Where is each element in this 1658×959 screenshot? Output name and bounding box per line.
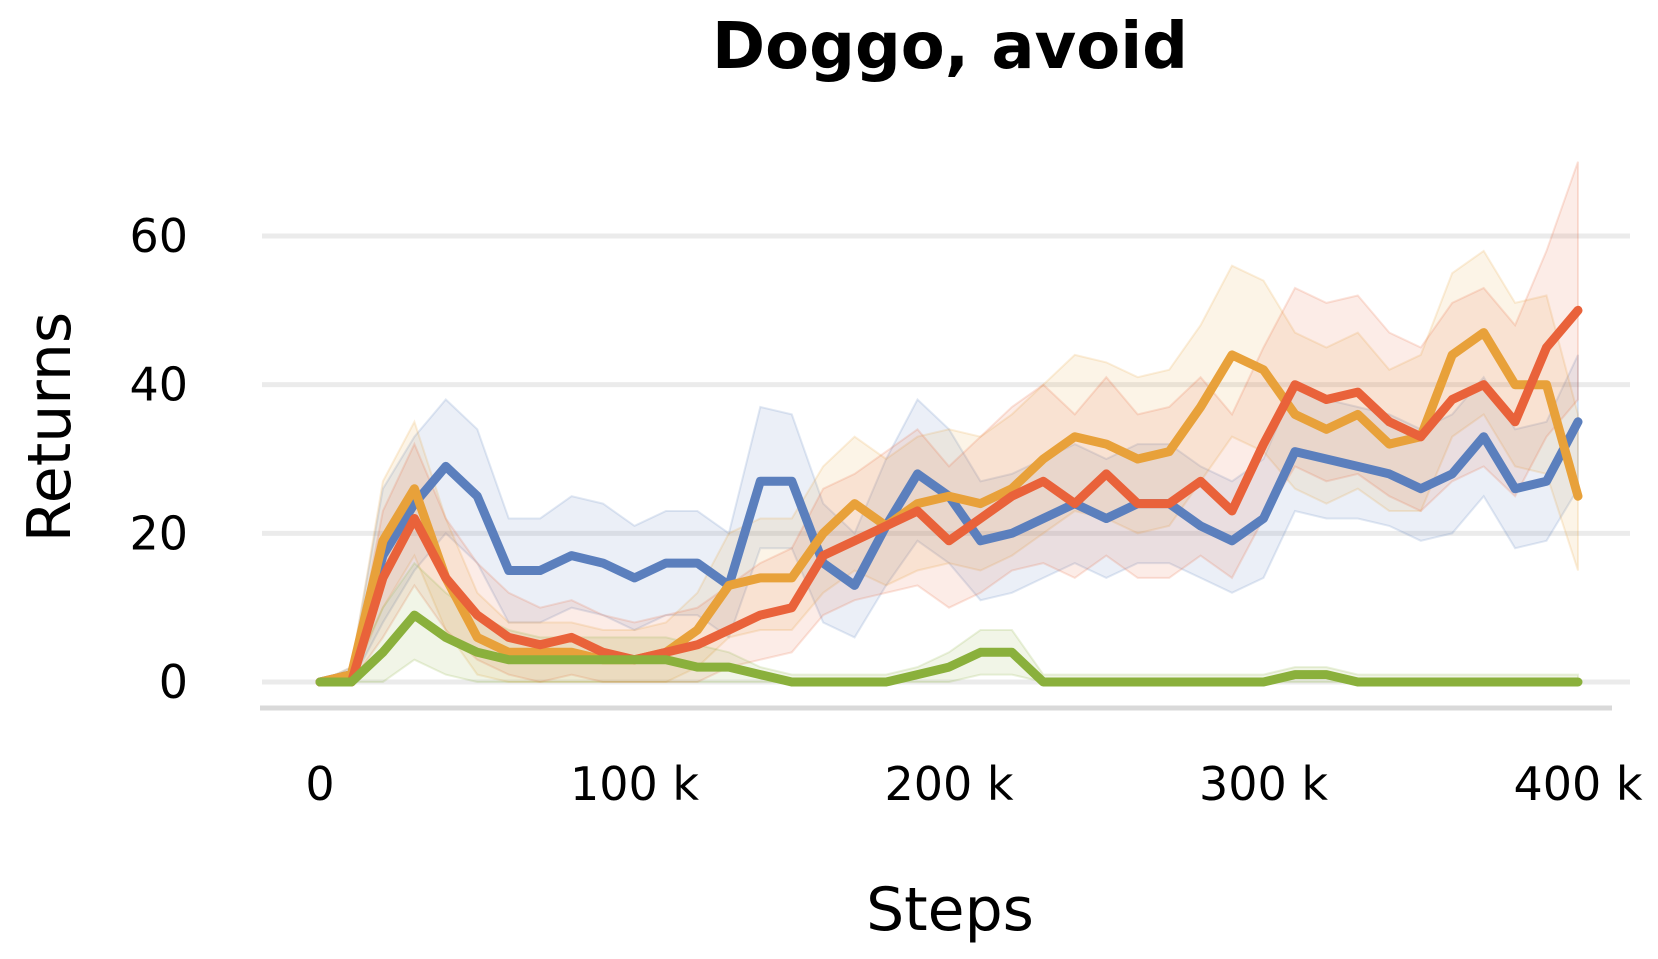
y-tick-label: 60 [129,209,188,263]
y-tick-label: 20 [129,506,188,560]
x-tick-label: 0 [305,757,334,811]
x-axis-label: Steps [866,875,1034,945]
series-lines [315,305,1583,687]
x-tick-label: 100 k [570,757,699,811]
y-tick-label: 40 [129,358,188,412]
y-tick-labels: 0 20 40 60 [129,209,188,709]
x-tick-label: 300 k [1199,757,1328,811]
series-3-line [315,610,1583,687]
y-axis-label: Returns [15,312,85,542]
x-tick-label: 400 k [1513,757,1642,811]
x-tick-labels: 0 100 k 200 k 300 k 400 k [305,757,1643,811]
y-tick-label: 0 [159,655,188,709]
x-tick-label: 200 k [884,757,1013,811]
series-1-line [315,328,1583,687]
series-2-band [319,161,1579,684]
series-2-line [315,305,1583,687]
chart-title: Doggo, avoid [712,10,1188,84]
